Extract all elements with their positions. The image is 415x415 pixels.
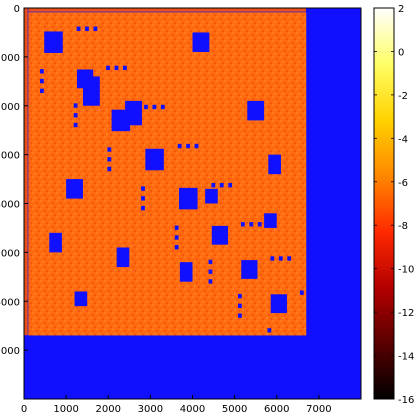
sub-block <box>240 222 245 227</box>
offdiag-block <box>247 100 265 121</box>
y-tick-label: 5000 <box>0 248 20 259</box>
sub-block <box>186 143 190 149</box>
offdiag-block <box>268 154 281 175</box>
offdiag-block <box>66 179 83 199</box>
top-border-stripe <box>23 7 307 13</box>
sub-block <box>152 104 157 110</box>
sub-block <box>249 222 254 227</box>
offdiag-block <box>116 247 130 268</box>
sub-block <box>40 69 44 74</box>
sub-block <box>144 104 148 110</box>
sub-block <box>237 313 242 318</box>
colorbar: 2 0 -2 -4 -6 -8 -10 -12 -14 -16 <box>373 4 414 406</box>
sub-block <box>107 166 112 172</box>
diagonal-block <box>145 148 164 171</box>
colorbar-tick-label: -10 <box>398 265 414 276</box>
sub-block <box>237 303 242 309</box>
sub-block <box>267 328 272 333</box>
sub-block <box>257 222 262 227</box>
sub-block <box>194 143 199 149</box>
offdiag-block <box>205 188 218 204</box>
colorbar-tick-label: 0 <box>398 47 404 58</box>
sub-block <box>237 293 242 299</box>
colorbar-tick-label: -16 <box>398 395 414 406</box>
sub-block <box>228 182 233 188</box>
sub-block <box>208 259 213 265</box>
y-tick-label: 4000 <box>0 200 20 211</box>
y-tick-label: 0 <box>14 4 20 15</box>
y-tick-label: 6000 <box>0 297 20 308</box>
sub-block <box>208 269 213 274</box>
sub-block <box>93 26 98 31</box>
sub-block <box>106 65 110 71</box>
sub-block <box>160 104 165 110</box>
offdiag-block <box>82 76 100 106</box>
x-tick-label: 1000 <box>53 404 78 415</box>
x-tick-label: 7000 <box>306 404 331 415</box>
colorbar-tick-label: -14 <box>398 352 414 363</box>
offdiag-block <box>125 100 142 126</box>
diagonal-block <box>211 225 228 245</box>
colorbar-tick-label: -12 <box>398 308 414 319</box>
sub-block <box>114 65 119 71</box>
offdiag-block <box>264 213 277 228</box>
sub-block <box>85 26 89 31</box>
sub-block <box>73 122 78 128</box>
y-tick-label: 7000 <box>0 346 20 357</box>
sub-block <box>122 65 127 71</box>
diagonal-block <box>241 260 258 279</box>
colorbar-tick-label: -6 <box>398 178 408 189</box>
colorbar-tick-label: -4 <box>398 134 408 145</box>
sub-block <box>174 235 179 240</box>
y-tick-label: 1000 <box>0 53 20 64</box>
sub-block <box>174 225 179 230</box>
y-tick-label: 2000 <box>0 102 20 113</box>
x-tick-label: 4000 <box>180 404 205 415</box>
sub-block <box>40 78 44 84</box>
x-tick-label: 0 <box>21 404 27 415</box>
heatmap-fill <box>24 8 307 336</box>
sub-block <box>141 196 145 201</box>
colorbar-tick-label: 2 <box>398 4 404 15</box>
colorbar-bar <box>373 7 395 400</box>
colorbar-tick-label: -8 <box>398 221 408 232</box>
sub-block <box>219 182 224 188</box>
sub-block <box>40 88 44 94</box>
sub-block <box>174 245 179 250</box>
sub-block <box>73 103 78 108</box>
diagonal-block <box>179 187 198 210</box>
sub-block <box>141 205 145 211</box>
diagonal-block <box>44 31 63 53</box>
x-tick-label: 5000 <box>222 404 247 415</box>
x-tick-label: 3000 <box>138 404 163 415</box>
sub-block <box>177 143 182 149</box>
diagonal-block <box>270 294 287 314</box>
sub-block <box>73 113 78 118</box>
sub-block <box>211 182 216 188</box>
sub-block <box>208 279 213 284</box>
colorbar-tick-label: -2 <box>398 91 408 102</box>
x-tick-label: 2000 <box>96 404 121 415</box>
y-tick-label: 3000 <box>0 151 20 162</box>
plot-area <box>23 7 361 399</box>
axes: 0 1000 2000 3000 4000 5000 6000 7000 0 1000 2000 30… <box>0 4 362 415</box>
offdiag-block <box>49 232 62 253</box>
sub-block <box>270 256 275 261</box>
sub-block <box>141 186 145 191</box>
sub-block <box>76 26 81 31</box>
offdiag-block <box>74 291 88 307</box>
sub-block <box>107 147 112 152</box>
sub-block <box>287 256 292 261</box>
x-tick-label: 6000 <box>264 404 289 415</box>
sub-block <box>299 290 304 295</box>
offdiag-block <box>192 32 210 52</box>
sub-block <box>278 256 283 261</box>
offdiag-block <box>179 262 193 282</box>
sub-block <box>107 157 112 162</box>
